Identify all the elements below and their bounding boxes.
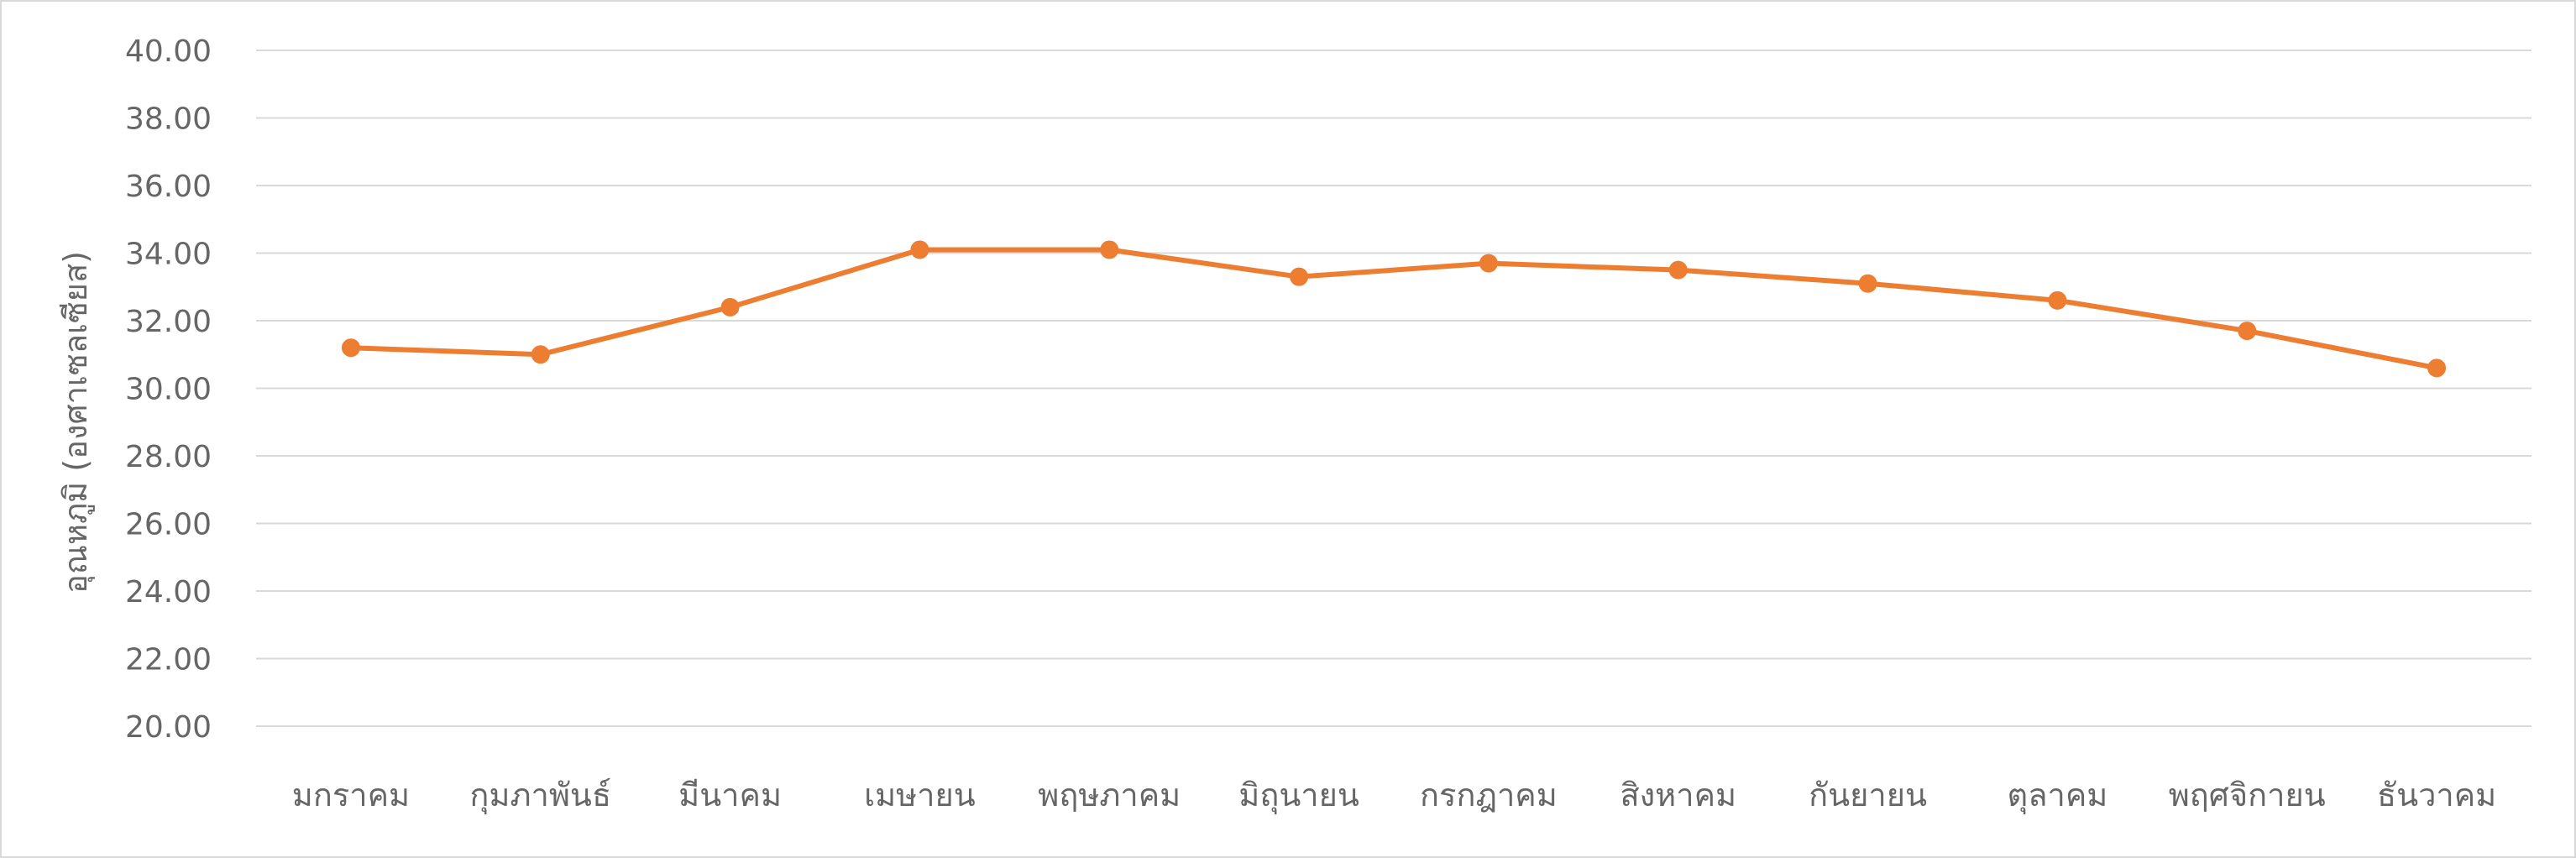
data-point (1668, 260, 1688, 280)
y-tick-label: 38.00 (125, 102, 212, 137)
data-point (1858, 274, 1877, 293)
data-point (910, 240, 929, 259)
y-tick-label: 30.00 (125, 373, 212, 407)
y-tick-label: 32.00 (125, 305, 212, 339)
x-axis-category-labels: มกราคม กุมภาพันธ์ มีนาคม เมษายน พฤษภาคม มิถุน… (292, 777, 2496, 814)
data-point (1100, 240, 1119, 259)
x-category-label: กันยายน (1809, 777, 1927, 814)
y-axis-tick-labels: 20.00 22.00 24.00 26.00 28.00 30.00 32.00 34.00… (125, 34, 212, 745)
y-tick-label: 34.00 (125, 238, 212, 272)
y-tick-label: 24.00 (125, 575, 212, 609)
data-point (2048, 290, 2067, 310)
y-tick-label: 40.00 (125, 34, 212, 69)
x-category-label: มีนาคม (678, 777, 782, 814)
x-category-label: กรกฎาคม (1420, 777, 1558, 814)
data-point (720, 297, 740, 317)
x-category-label: มิถุนายน (1238, 777, 1359, 814)
series-layer (341, 240, 2447, 378)
y-tick-label: 28.00 (125, 440, 212, 474)
data-point (1290, 267, 1309, 286)
y-axis-title: อุณหภูมิ (องศาเซลเซียส) (57, 251, 95, 594)
x-category-label: พฤศจิกายน (2169, 777, 2326, 814)
y-tick-label: 22.00 (125, 643, 212, 678)
x-category-label: พฤษภาคม (1038, 777, 1181, 814)
series-line (348, 247, 2440, 371)
data-point (531, 345, 550, 364)
x-category-label: ตุลาคม (2008, 777, 2108, 814)
grid-lines (256, 50, 2531, 727)
y-tick-label: 20.00 (125, 710, 212, 745)
x-category-label: ธันวาคม (2377, 777, 2496, 814)
data-point (341, 338, 360, 358)
y-tick-label: 36.00 (125, 170, 212, 204)
y-tick-label: 26.00 (125, 508, 212, 542)
x-category-label: เมษายน (864, 777, 976, 814)
data-point (1479, 254, 1498, 273)
x-category-label: กุมภาพันธ์ (469, 777, 611, 814)
data-point (2427, 358, 2447, 378)
data-point (2238, 322, 2257, 341)
x-category-label: มกราคม (292, 777, 410, 814)
x-category-label: สิงหาคม (1620, 777, 1736, 814)
